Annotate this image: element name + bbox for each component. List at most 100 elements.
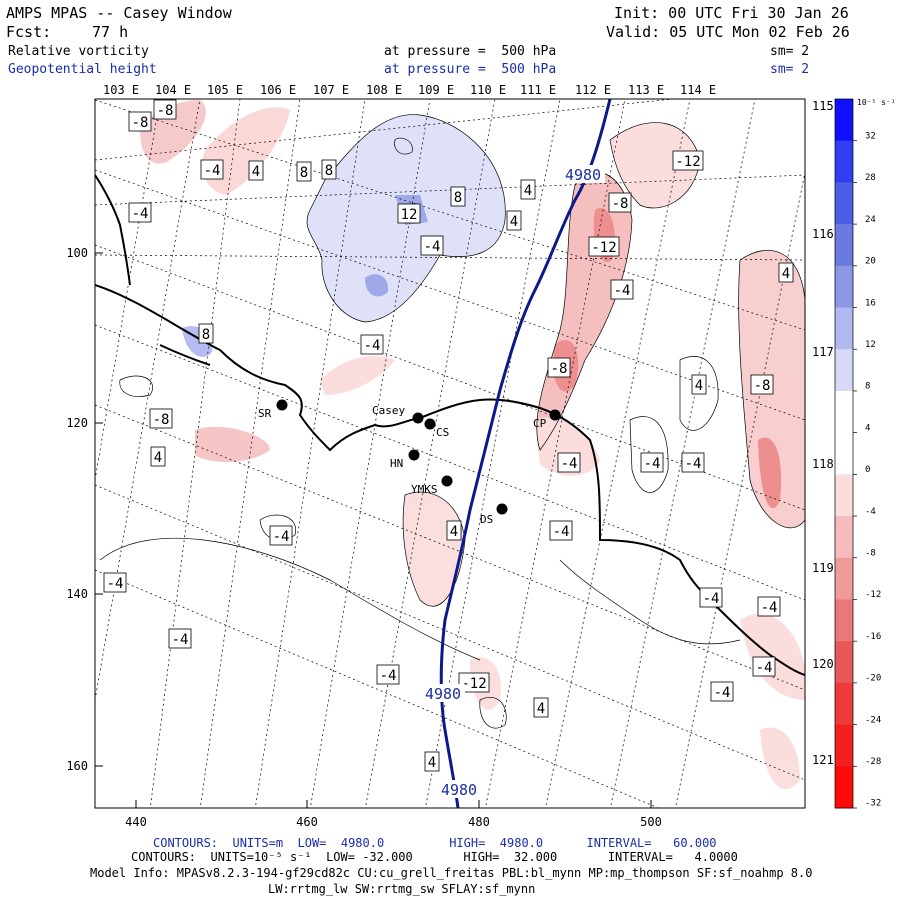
colorbar-swatch — [835, 99, 853, 142]
vorticity-contour-label: -8 — [128, 111, 152, 132]
colorbar-swatch — [835, 140, 853, 183]
vorticity-contour-label: -4 — [640, 452, 664, 473]
station-marker: CP — [533, 409, 561, 430]
longitude-label: 103 E — [103, 83, 139, 97]
y-tick-label: 120 — [66, 416, 88, 430]
init-time: Init: 00 UTC Fri 30 Jan 26 — [614, 4, 849, 22]
vorticity-contour-label: -4 — [103, 572, 127, 593]
colorbar-swatch — [835, 724, 853, 767]
geopotential-4980-contour — [439, 99, 612, 808]
field2-name: Geopotential height — [8, 62, 157, 77]
svg-text:-4: -4 — [644, 456, 661, 472]
vorticity-contour-label: -4 — [360, 334, 384, 355]
colorbar-label: 12 — [865, 340, 876, 350]
height-contour-label: 4980 — [565, 166, 601, 184]
svg-text:12: 12 — [401, 207, 418, 223]
colorbar-swatch — [835, 516, 853, 559]
vorticity-contour-label: -8 — [153, 99, 177, 120]
longitude-label: 108 E — [366, 83, 402, 97]
height-label-bg — [421, 684, 465, 702]
colorbar: 32 28 24 20 16 12 8 4 0 -4 -8 -12 -16 -20 -24 -28 -32 10⁻… — [834, 98, 896, 809]
svg-text:4: 4 — [252, 164, 260, 180]
svg-text:-8: -8 — [157, 103, 174, 119]
svg-text:-4: -4 — [761, 600, 778, 616]
longitude-label: 110 E — [470, 83, 506, 97]
vorticity-contour-label: 8 — [198, 323, 214, 344]
svg-text:CS: CS — [436, 426, 449, 439]
svg-text:-4: -4 — [107, 576, 124, 592]
svg-text:8: 8 — [454, 190, 462, 206]
svg-text:-4: -4 — [553, 524, 570, 540]
svg-text:-8: -8 — [132, 115, 149, 131]
field1-name: Relative vorticity — [8, 44, 149, 59]
colorbar-label: -12 — [865, 590, 881, 600]
vorticity-contour-label: -12 — [672, 150, 704, 171]
vorticity-contour-label: -4 — [710, 681, 734, 702]
svg-text:-4: -4 — [703, 591, 720, 607]
colorbar-swatch — [835, 474, 853, 517]
vorticity-contour-label: -4 — [752, 656, 776, 677]
svg-text:HN: HN — [390, 457, 403, 470]
colorbar-label: 4 — [865, 423, 870, 433]
vorticity-contour-label: -4 — [128, 202, 152, 223]
longitude-labels: 103 E 104 E 105 E 106 E 107 E 108 E 109 E 110 E… — [103, 83, 716, 97]
vorticity-contour-label: -4 — [200, 159, 224, 180]
svg-text:-4: -4 — [685, 456, 702, 472]
longitude-label: 106 E — [260, 83, 296, 97]
svg-text:4: 4 — [510, 214, 518, 230]
vorticity-contour-label: -8 — [750, 374, 774, 395]
svg-text:-12: -12 — [461, 676, 486, 692]
vorticity-contour-label: 4 — [533, 697, 549, 718]
y-tick-label: 160 — [66, 759, 88, 773]
svg-text:DS: DS — [480, 513, 493, 526]
vorticity-contour-label: -8 — [608, 192, 632, 213]
svg-text:4: 4 — [428, 755, 436, 771]
svg-text:-4: -4 — [364, 338, 381, 354]
svg-text:-4: -4 — [204, 163, 221, 179]
x-tick-label: 440 — [125, 815, 147, 829]
negative-vorticity-region — [758, 437, 782, 509]
svg-text:Casey: Casey — [372, 404, 405, 417]
valid-time: Valid: 05 UTC Mon 02 Feb 26 — [606, 23, 850, 41]
field1-level: at pressure = 500 hPa — [384, 44, 557, 59]
forecast-hour: 77 h — [92, 23, 129, 41]
svg-text:-8: -8 — [754, 378, 771, 394]
height-label-bg — [437, 780, 481, 798]
vorticity-contour-label: -4 — [420, 235, 444, 256]
colorbar-swatch — [835, 307, 853, 350]
station-marker: YMKS — [411, 475, 453, 496]
colorbar-swatch — [835, 682, 853, 726]
vorticity-contour-label: 4 — [520, 179, 536, 200]
x-tick-label: 460 — [296, 815, 318, 829]
svg-text:-4: -4 — [380, 668, 397, 684]
vorticity-contour-label: 4 — [248, 160, 264, 181]
station-marker: SR — [258, 399, 288, 420]
svg-text:-12: -12 — [591, 240, 616, 256]
height-contour-label: 4980 — [441, 781, 477, 799]
map-plot: 103 E 104 E 105 E 106 E 107 E 108 E 109 E 110 E… — [66, 83, 896, 829]
positive-vorticity-region — [365, 274, 389, 297]
colorbar-label: -24 — [865, 715, 881, 725]
vorticity-contour-label: 4 — [150, 446, 166, 467]
colorbar-label: -28 — [865, 757, 881, 767]
svg-text:8: 8 — [300, 165, 308, 181]
vorticity-contour-label: -4 — [681, 452, 705, 473]
colorbar-swatch — [835, 641, 853, 684]
vorticity-contour-label: -12 — [458, 672, 490, 693]
field2-level: at pressure = 500 hPa — [384, 62, 557, 77]
colorbar-swatch — [835, 599, 853, 642]
field2-smooth: sm= 2 — [770, 62, 810, 77]
footer-vorticity-contours: CONTOURS: UNITS=10⁻⁵ s⁻¹ LOW= -32.000 HI… — [131, 850, 738, 864]
vorticity-contour-label: 4 — [424, 751, 440, 772]
vorticity-contour-label: -12 — [588, 236, 620, 257]
colorbar-swatch — [835, 557, 853, 600]
colorbar-swatch — [835, 766, 853, 809]
negative-vorticity-region — [403, 492, 465, 607]
colorbar-label: 28 — [865, 173, 876, 183]
colorbar-unit: 10⁻⁵ s⁻¹ — [857, 98, 896, 107]
svg-text:4: 4 — [450, 524, 458, 540]
y-tick-label: 140 — [66, 587, 88, 601]
colorbar-swatch — [835, 182, 853, 225]
colorbar-label: -4 — [865, 507, 876, 517]
colorbar-swatch — [835, 432, 853, 475]
